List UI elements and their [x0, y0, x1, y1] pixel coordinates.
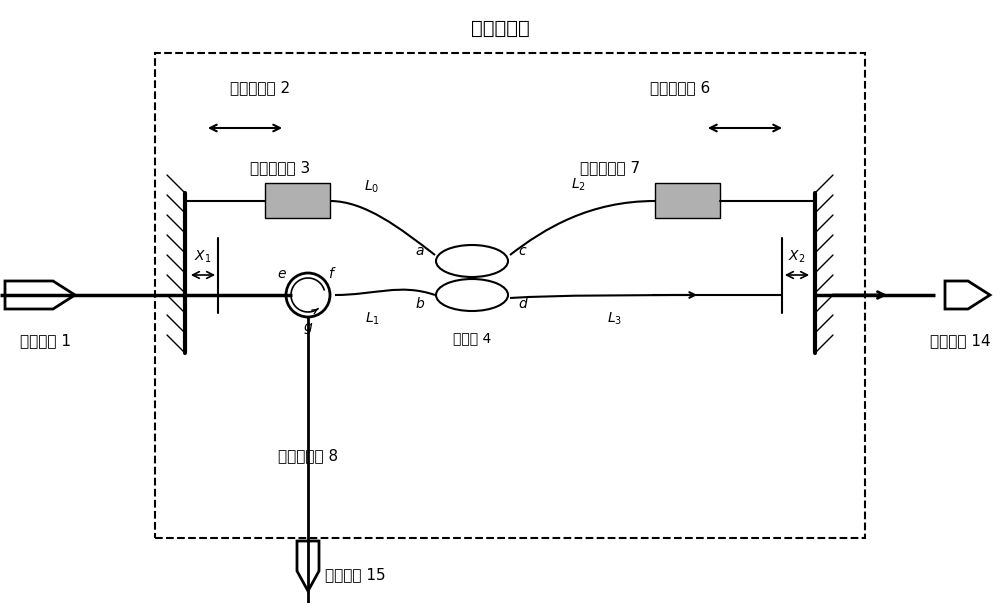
Text: $c$: $c$: [518, 244, 527, 258]
Text: 输出信号 15: 输出信号 15: [325, 567, 385, 582]
Text: $d$: $d$: [518, 295, 529, 311]
Bar: [265, 183, 330, 218]
Text: 反射扫描镜 2: 反射扫描镜 2: [230, 80, 290, 95]
Text: $a$: $a$: [415, 244, 425, 258]
Text: $f$: $f$: [328, 266, 336, 281]
Bar: [655, 183, 720, 218]
Bar: [155, 53, 865, 538]
Text: 光纤准直器 3: 光纤准直器 3: [250, 160, 310, 175]
Text: 反射扫描镜 6: 反射扫描镜 6: [650, 80, 710, 95]
Text: $X_1$: $X_1$: [194, 248, 212, 265]
Text: $L_3$: $L_3$: [607, 311, 623, 327]
Text: $b$: $b$: [415, 295, 425, 311]
Text: 光纤环形器 8: 光纤环形器 8: [278, 448, 338, 463]
Text: $g$: $g$: [303, 321, 313, 336]
Text: $e$: $e$: [277, 267, 287, 281]
Text: 输入信号 1: 输入信号 1: [20, 333, 70, 349]
Text: $L_1$: $L_1$: [365, 311, 379, 327]
Text: $X_2$: $X_2$: [788, 248, 806, 265]
Text: 耦合器 4: 耦合器 4: [453, 331, 491, 345]
Text: 输出信号 14: 输出信号 14: [930, 333, 990, 349]
Text: 光纤准直器 7: 光纤准直器 7: [580, 160, 640, 175]
Text: $L_2$: $L_2$: [571, 177, 585, 193]
Text: $L_0$: $L_0$: [364, 178, 380, 195]
Text: 光程相关器: 光程相关器: [471, 19, 529, 37]
